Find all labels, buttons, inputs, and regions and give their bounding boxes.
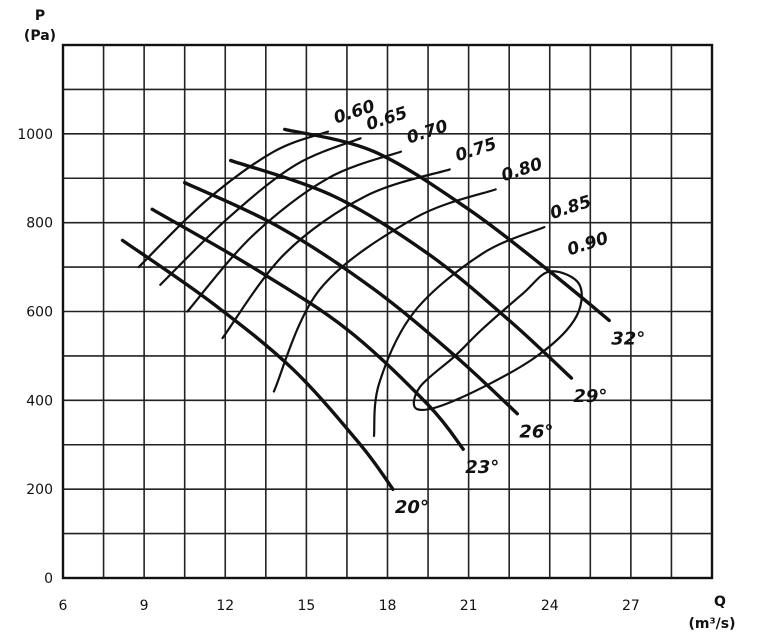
series-line (229, 158, 574, 380)
series-line (150, 207, 465, 451)
chart-grid (61, 43, 714, 580)
pressure-curves (120, 127, 611, 491)
efficiency-contour (412, 270, 583, 411)
series-label: 29° (573, 386, 607, 407)
series-label: 26° (519, 422, 553, 443)
x-tick-label: 21 (460, 598, 478, 614)
efficiency-label: 0.75 (453, 134, 499, 166)
series-line (183, 181, 519, 416)
efficiency-contour (221, 168, 451, 340)
y-axis-unit: (Pa) (24, 28, 56, 44)
y-tick-label: 600 (26, 305, 53, 321)
y-axis-symbol: P (35, 8, 45, 24)
series-label: 20° (395, 497, 429, 518)
x-tick-label: 24 (541, 598, 559, 614)
efficiency-contour (272, 188, 497, 393)
x-axis-symbol: Q (714, 594, 726, 610)
x-axis-unit: (m³/s) (689, 616, 736, 632)
y-tick-label: 800 (26, 216, 53, 232)
chart-labels: 6 9 12 15 18 21 24 27 0 200 400 600 800 1000 20° 23° 26°… (17, 96, 645, 614)
series-line (283, 127, 611, 323)
efficiency-label: 0.80 (499, 154, 545, 186)
efficiency-contour (137, 130, 330, 269)
x-tick-label: 15 (297, 598, 315, 614)
efficiency-contour (159, 137, 362, 286)
y-tick-label: 0 (44, 571, 53, 587)
series-label: 23° (465, 457, 499, 478)
efficiency-contour (372, 226, 546, 437)
efficiency-contours (137, 130, 583, 437)
y-tick-label: 200 (26, 482, 53, 498)
efficiency-label: 0.90 (565, 228, 611, 260)
efficiency-contour (186, 150, 403, 313)
y-tick-label: 400 (26, 393, 53, 409)
series-line (120, 238, 395, 491)
x-tick-label: 9 (140, 598, 149, 614)
x-tick-label: 12 (216, 598, 234, 614)
y-tick-label: 1000 (17, 127, 53, 143)
x-tick-label: 6 (59, 598, 68, 614)
efficiency-label: 0.85 (548, 192, 594, 224)
series-label: 32° (611, 328, 645, 349)
x-tick-label: 18 (379, 598, 397, 614)
x-tick-label: 27 (622, 598, 640, 614)
